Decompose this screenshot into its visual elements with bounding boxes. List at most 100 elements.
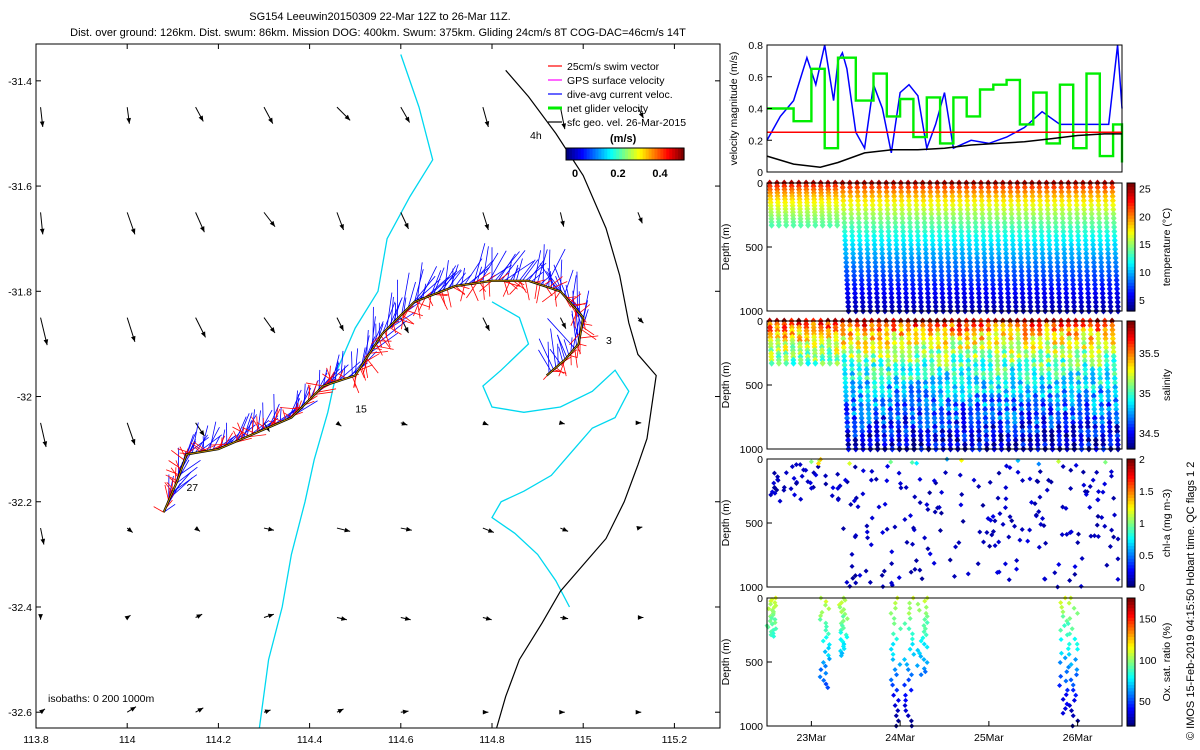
profile-point <box>1082 228 1089 236</box>
chla-point <box>897 481 903 487</box>
profile-point <box>879 254 886 262</box>
chla-point <box>1087 504 1093 510</box>
swim-whisker <box>548 276 563 288</box>
chla-point <box>777 498 783 504</box>
dac-whisker <box>476 266 483 284</box>
chla-point <box>1109 527 1115 533</box>
profile-point <box>990 294 997 302</box>
profile-point <box>1091 281 1098 289</box>
profile-point <box>902 281 909 289</box>
profile-point <box>1009 232 1016 240</box>
profile-point <box>1054 263 1061 271</box>
dac-whisker <box>515 258 523 281</box>
profile-point <box>940 303 947 311</box>
geo-vector <box>482 107 490 128</box>
profile-point <box>876 330 883 338</box>
chla-point <box>951 573 957 579</box>
profile-point <box>886 254 893 262</box>
chla-point <box>849 563 855 569</box>
chla-point <box>925 506 931 512</box>
depth-tick-label: 500 <box>745 518 763 530</box>
chla-point <box>953 544 959 550</box>
swim-whisker <box>441 291 446 306</box>
profile-point <box>842 383 849 391</box>
geo-vector-head <box>637 317 644 324</box>
profile-point <box>899 205 906 213</box>
oxygen-point <box>909 636 915 642</box>
colorbar-swatch <box>660 148 664 160</box>
profile-point <box>917 289 924 297</box>
colorbar-swatch <box>672 148 676 160</box>
profile-point <box>914 232 921 240</box>
colorbar-swatch <box>639 148 644 160</box>
profile-point <box>957 219 964 227</box>
profile-point <box>841 357 848 365</box>
swim-whisker <box>579 335 599 339</box>
profile-point <box>1061 245 1068 253</box>
profile-point <box>975 289 982 297</box>
profile-point <box>819 221 826 229</box>
profile-point <box>843 258 850 266</box>
profile-point <box>1058 188 1065 196</box>
colorbar-swatch <box>607 148 611 160</box>
dac-whisker <box>531 271 544 283</box>
profile-point <box>907 236 914 244</box>
profile-point <box>877 210 884 218</box>
isobath-1000m <box>482 301 630 608</box>
swim-whisker <box>364 360 369 378</box>
profile-point <box>1084 281 1091 289</box>
profile-point <box>908 245 915 253</box>
dac-whisker <box>539 263 558 291</box>
profile-point <box>1026 285 1033 293</box>
profile-point <box>923 258 930 266</box>
profile-point <box>905 197 912 205</box>
profile-point <box>894 272 901 280</box>
profile-point <box>884 335 891 343</box>
profile-point <box>889 441 896 449</box>
profile-point <box>979 205 986 213</box>
geo-vector <box>263 317 276 334</box>
profile-point <box>943 219 950 227</box>
chla-point <box>1025 538 1031 544</box>
profile-point <box>851 272 858 280</box>
profile-point <box>1053 228 1060 236</box>
swim-whisker <box>175 460 181 473</box>
profile-point <box>1029 183 1036 191</box>
profile-point <box>1084 276 1091 284</box>
oxygen-point <box>844 616 850 622</box>
profile-point <box>1056 294 1063 302</box>
profile-point <box>845 298 852 306</box>
profile-point <box>909 263 916 271</box>
profile-point <box>775 221 782 229</box>
chla-point <box>864 523 870 529</box>
swim-whisker <box>316 388 337 393</box>
chla-point <box>943 470 949 476</box>
profile-point <box>1089 232 1096 240</box>
profile-point <box>1007 192 1014 200</box>
profile-point <box>1080 183 1087 191</box>
profile-point <box>1062 272 1069 280</box>
profile-point <box>866 427 873 435</box>
profile-point <box>876 335 883 343</box>
geo-vector-head <box>126 117 131 124</box>
chla-point <box>960 518 966 524</box>
profile-point <box>1098 263 1105 271</box>
profile-point <box>1009 236 1016 244</box>
profile-point <box>946 289 953 297</box>
profile-point <box>812 221 819 229</box>
profile-point <box>980 241 987 249</box>
oxygen-point <box>907 615 913 621</box>
profile-point <box>1091 267 1098 275</box>
profile-point <box>1112 254 1119 262</box>
profile-point <box>1018 258 1025 266</box>
profile-point <box>988 250 995 258</box>
profile-point <box>1083 258 1090 266</box>
profile-point <box>1000 192 1007 200</box>
profile-point <box>859 427 866 435</box>
profile-point <box>1090 250 1097 258</box>
colorbar-tick-label: 100 <box>1139 655 1157 667</box>
profile-point <box>892 214 899 222</box>
profile-point <box>917 285 924 293</box>
swim-whisker <box>428 295 432 310</box>
profile-point <box>869 197 876 205</box>
